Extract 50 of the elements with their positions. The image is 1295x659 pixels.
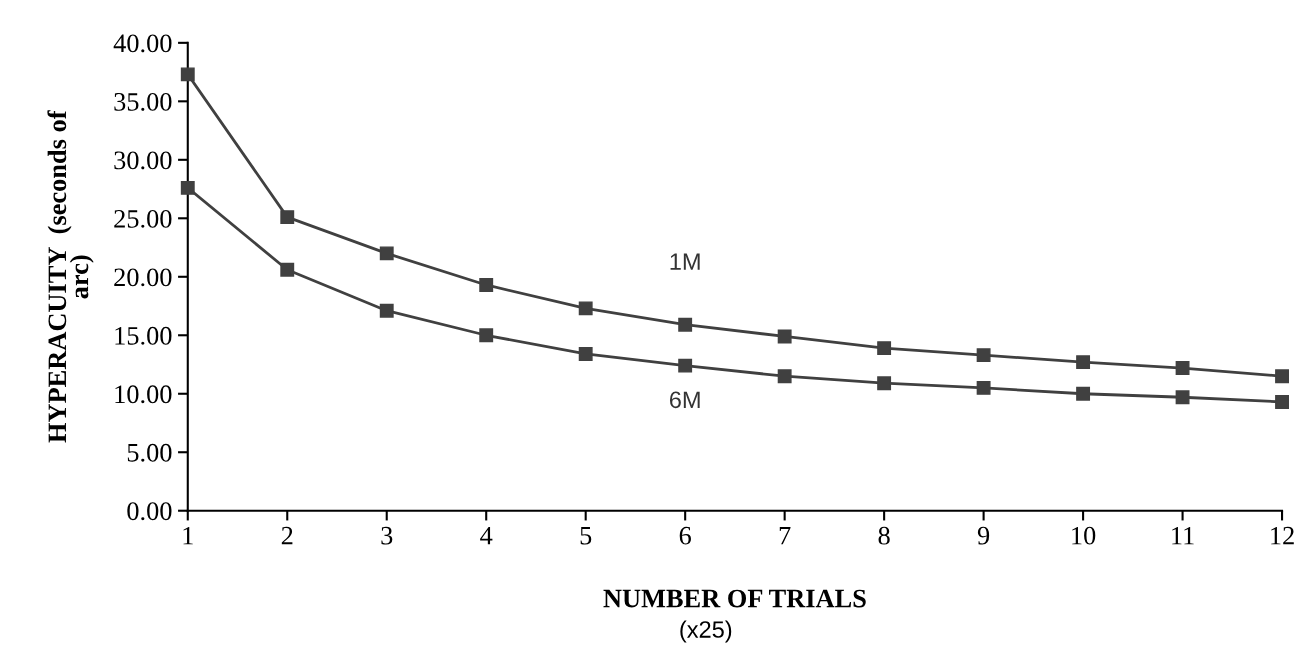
y-tick-label: 35.00 — [114, 92, 172, 111]
y-tick-label: 30.00 — [114, 151, 172, 170]
y-tick-label: 20.00 — [114, 268, 172, 287]
x-tick-label: 8 — [878, 526, 890, 545]
y-axis-title: HYPERACUITY (seconds of arc) — [47, 110, 94, 443]
y-tick-label: 5.00 — [127, 443, 172, 462]
point — [280, 262, 295, 277]
point — [578, 347, 593, 361]
point — [777, 329, 792, 344]
point — [678, 317, 693, 332]
point — [379, 303, 394, 318]
x-tick-label: 12 — [1271, 526, 1294, 545]
y-tick-label: 40.00 — [113, 34, 172, 53]
x-tick-label: 2 — [281, 526, 293, 545]
point — [1076, 355, 1091, 370]
x-tick-label: 7 — [779, 527, 791, 545]
x-tick-label: 3 — [381, 526, 393, 545]
point — [479, 328, 494, 343]
point — [180, 180, 195, 195]
point — [976, 380, 991, 395]
x-tick-label: 6 — [679, 526, 691, 545]
point — [1275, 369, 1289, 384]
y-tick-label: 25.00 — [114, 209, 172, 228]
x-tick-label: 4 — [480, 526, 493, 545]
series-label: 6M — [669, 391, 700, 409]
text: 1M — [670, 253, 700, 270]
point — [976, 348, 991, 363]
point — [379, 246, 394, 261]
point — [1076, 386, 1091, 401]
y-tick-label: 10.00 — [115, 385, 172, 404]
text: (x25) — [680, 620, 732, 643]
point — [678, 358, 693, 373]
point — [1175, 390, 1190, 405]
x-tick-label: 5 — [580, 527, 592, 545]
point — [280, 210, 295, 225]
point — [1175, 361, 1190, 375]
x-tick-label: 11 — [1172, 526, 1194, 545]
point — [180, 67, 195, 82]
point — [1275, 394, 1289, 409]
x-axis-title: NUMBER OF TRIALS — [603, 589, 866, 608]
y-tick-label: 15.00 — [115, 326, 172, 345]
point — [777, 369, 792, 384]
point — [877, 376, 892, 391]
x-tick-label: 9 — [977, 526, 990, 545]
x-tick-label: 10 — [1072, 526, 1096, 545]
y-tick-label: 0.00 — [127, 502, 172, 521]
point — [479, 278, 494, 292]
point — [578, 301, 593, 316]
point — [877, 341, 892, 356]
x-tick-label: 1 — [183, 526, 193, 545]
